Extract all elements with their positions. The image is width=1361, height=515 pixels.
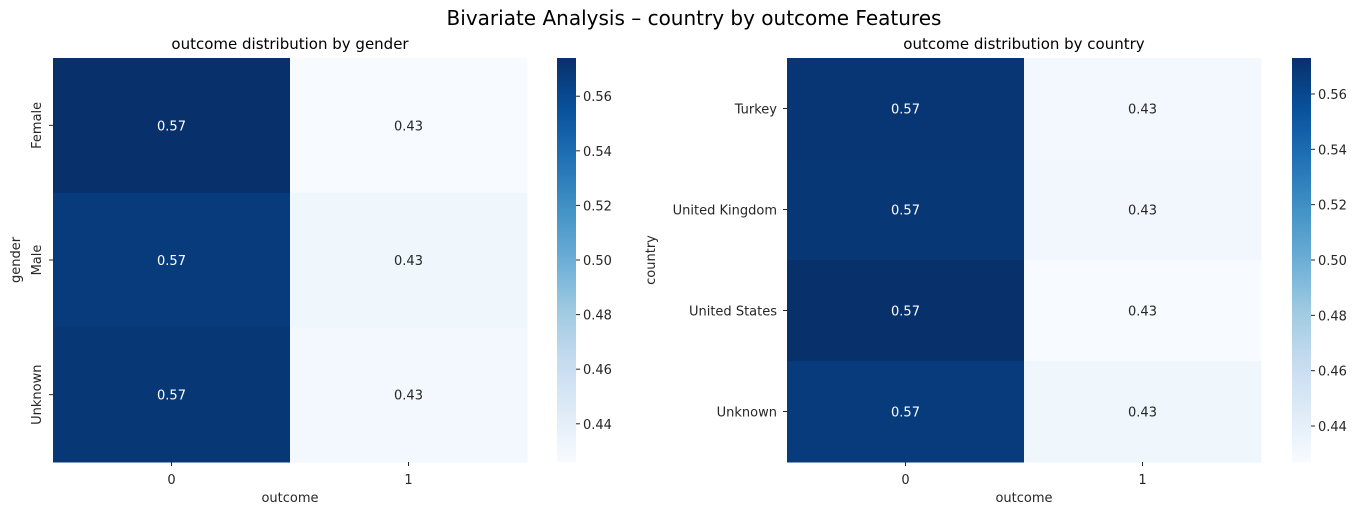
cell-annotation: 0.57: [891, 406, 920, 421]
x-axis-label: outcome: [261, 491, 318, 506]
heatmap-cell: [1024, 260, 1262, 362]
x-tick-label: 0: [901, 473, 909, 488]
heatmap-cell: [787, 58, 1025, 160]
x-tick-label: 0: [167, 473, 175, 488]
colorbar-tick-label: 0.52: [1318, 199, 1347, 214]
heatmap-cell: [1024, 58, 1262, 160]
colorbar-tick-label: 0.52: [583, 199, 612, 214]
y-axis-label: country: [644, 235, 659, 285]
colorbar: [557, 58, 576, 462]
y-tick-label: Unknown: [717, 406, 777, 421]
colorbar-tick-label: 0.50: [583, 254, 612, 269]
heatmap-panel-1: 0.57 0.43 0.57 0.43 0.57 0.43 outcome distribu…: [9, 35, 612, 506]
heatmap-cell: [290, 58, 528, 194]
x-tick-label: 1: [1138, 473, 1146, 488]
colorbar-tick-label: 0.46: [583, 363, 612, 378]
y-tick-label: United States: [689, 305, 777, 320]
heatmap-cell: [53, 58, 291, 194]
y-tick-label: Male: [30, 245, 45, 276]
colorbar-tick-label: 0.54: [1318, 143, 1347, 158]
cell-annotation: 0.57: [157, 119, 186, 134]
y-tick-label: United Kingdom: [673, 204, 777, 219]
panel-title: outcome distribution by gender: [171, 35, 409, 53]
cell-annotation: 0.57: [157, 389, 186, 404]
x-tick-label: 1: [404, 473, 412, 488]
heatmap-cell: [1024, 361, 1262, 463]
colorbar: [1292, 58, 1311, 462]
heatmap-cell: [53, 192, 291, 328]
cell-annotation: 0.43: [1128, 305, 1157, 320]
heatmap-cell: [787, 159, 1025, 261]
colorbar-tick-label: 0.46: [1318, 365, 1347, 380]
colorbar-tick-label: 0.50: [1318, 254, 1347, 269]
cell-annotation: 0.43: [1128, 406, 1157, 421]
cell-annotation: 0.43: [394, 119, 423, 134]
y-tick-label: Unknown: [30, 364, 45, 424]
heatmap-cell: [290, 327, 528, 463]
heatmap-cell: [787, 361, 1025, 463]
y-tick-label: Female: [30, 102, 45, 149]
colorbar-tick-label: 0.54: [583, 145, 612, 160]
heatmap-panel-2: 0.57 0.43 0.57 0.43 0.57 0.43 0.57 0.43 outcome …: [644, 35, 1347, 506]
heatmap-cell: [787, 260, 1025, 362]
panel-title: outcome distribution by country: [903, 35, 1145, 53]
cell-annotation: 0.43: [394, 389, 423, 404]
colorbar-tick-label: 0.48: [583, 309, 612, 324]
figure-suptitle: Bivariate Analysis – country by outcome …: [447, 6, 942, 30]
cell-annotation: 0.57: [157, 254, 186, 269]
colorbar-tick-label: 0.56: [1318, 88, 1347, 103]
heatmap-cell: [53, 327, 291, 463]
cell-annotation: 0.57: [891, 305, 920, 320]
colorbar-tick-label: 0.44: [1318, 420, 1347, 435]
heatmap-cell: [290, 192, 528, 328]
cell-annotation: 0.43: [394, 254, 423, 269]
y-axis-label: gender: [9, 236, 24, 283]
colorbar-tick-label: 0.56: [583, 90, 612, 105]
colorbar-tick-label: 0.48: [1318, 309, 1347, 324]
cell-annotation: 0.57: [891, 103, 920, 118]
heatmap-cell: [1024, 159, 1262, 261]
x-axis-label: outcome: [995, 491, 1052, 506]
cell-annotation: 0.43: [1128, 204, 1157, 219]
cell-annotation: 0.57: [891, 204, 920, 219]
colorbar-tick-label: 0.44: [583, 418, 612, 433]
cell-annotation: 0.43: [1128, 103, 1157, 118]
y-tick-label: Turkey: [734, 103, 778, 118]
